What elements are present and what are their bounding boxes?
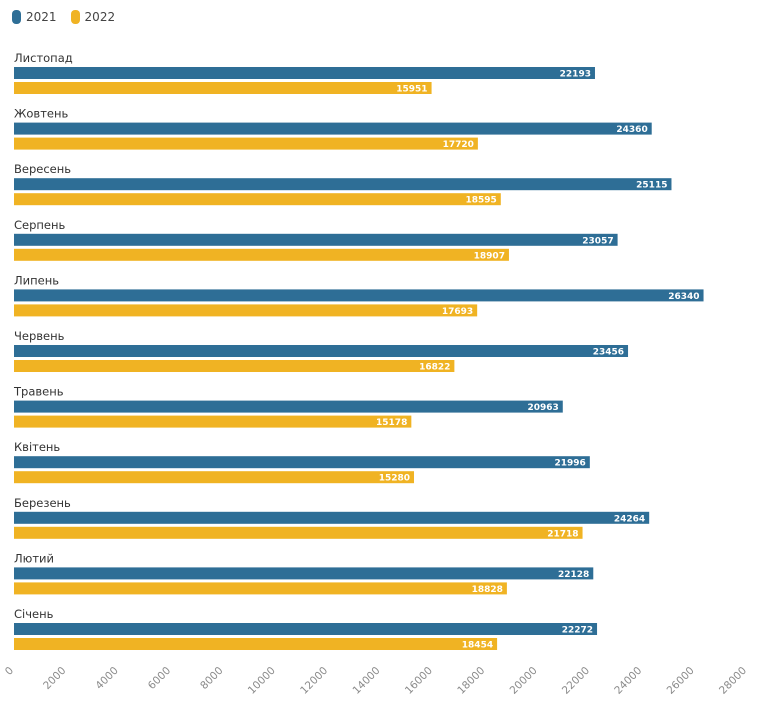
bar-2022[interactable] [14, 137, 478, 150]
bar-2021[interactable] [14, 400, 563, 413]
data-label: 15280 [379, 474, 410, 484]
legend-item-2022[interactable]: 2022 [70, 10, 116, 24]
x-tick-label: 24000 [612, 665, 644, 697]
x-tick-label: 10000 [246, 665, 278, 697]
x-tick-label: 20000 [508, 665, 540, 697]
category-label: Липень [14, 273, 59, 287]
data-label: 15951 [396, 85, 427, 95]
data-label: 17720 [443, 140, 474, 150]
x-tick-label: 6000 [146, 665, 173, 692]
x-tick-label: 16000 [403, 665, 435, 697]
legend-swatch-2021 [12, 10, 21, 24]
bar-2022[interactable] [14, 582, 507, 595]
bar-2022[interactable] [14, 304, 478, 317]
category-label: Вересень [14, 162, 71, 176]
data-label: 24264 [614, 514, 645, 524]
legend-swatch-2022 [70, 10, 80, 24]
category-label: Листопад [14, 51, 73, 65]
x-tick-label: 0 [3, 665, 16, 678]
bar-2021[interactable] [14, 567, 594, 580]
bar-2022[interactable] [14, 415, 412, 428]
bar-2021[interactable] [14, 178, 672, 191]
bar-2022[interactable] [14, 526, 583, 539]
data-label: 20963 [527, 403, 558, 413]
category-label: Квітень [14, 440, 60, 454]
x-tick-label: 2000 [41, 665, 68, 692]
bar-2022[interactable] [14, 248, 509, 261]
bar-2022[interactable] [14, 471, 415, 484]
category-label: Лютий [14, 551, 54, 565]
x-tick-label: 4000 [93, 665, 120, 692]
category-label: Жовтень [14, 107, 68, 121]
data-label: 18828 [472, 585, 503, 595]
bar-2022[interactable] [14, 638, 498, 650]
bar-2022[interactable] [14, 193, 501, 206]
data-label: 24360 [616, 125, 647, 135]
category-label: Травень [13, 385, 64, 399]
x-tick-label: 18000 [455, 665, 487, 697]
x-tick-label: 12000 [298, 665, 330, 697]
bar-2021[interactable] [14, 289, 704, 302]
data-label: 22272 [562, 626, 593, 636]
legend-label-2021: 2021 [26, 10, 57, 24]
bar-2021[interactable] [14, 122, 652, 135]
legend-item-2021[interactable]: 2021 [12, 10, 57, 24]
data-label: 23057 [582, 236, 613, 246]
data-label: 23456 [593, 348, 624, 358]
category-label: Січень [14, 607, 54, 621]
x-tick-label: 8000 [198, 665, 225, 692]
data-label: 18907 [474, 251, 505, 261]
data-label: 17693 [442, 307, 473, 317]
bar-2021[interactable] [14, 511, 650, 524]
data-label: 26340 [668, 292, 699, 302]
category-label: Червень [14, 329, 65, 343]
data-label: 16822 [419, 363, 450, 373]
bar-2022[interactable] [14, 360, 455, 372]
legend: 2021 2022 [12, 10, 115, 24]
bar-2022[interactable] [14, 82, 432, 94]
x-tick-label: 22000 [560, 665, 592, 697]
category-label: Серпень [14, 218, 66, 232]
x-tick-label: 28000 [717, 665, 749, 697]
data-label: 18454 [462, 641, 493, 651]
data-label: 15178 [376, 418, 407, 428]
bar-2021[interactable] [14, 67, 595, 79]
bar-2021[interactable] [14, 623, 598, 635]
x-tick-label: 26000 [665, 665, 697, 697]
data-label: 21718 [547, 529, 578, 539]
legend-label-2022: 2022 [84, 10, 116, 24]
data-label: 18595 [465, 196, 496, 206]
data-label: 22193 [560, 70, 591, 80]
data-label: 22128 [558, 570, 589, 580]
x-tick-label: 14000 [351, 665, 383, 697]
bar-2021[interactable] [14, 233, 618, 246]
data-label: 25115 [636, 181, 667, 191]
category-label: Березень [14, 496, 71, 510]
bar-2021[interactable] [14, 456, 590, 469]
bar-2021[interactable] [14, 345, 629, 357]
data-label: 21996 [555, 459, 586, 469]
